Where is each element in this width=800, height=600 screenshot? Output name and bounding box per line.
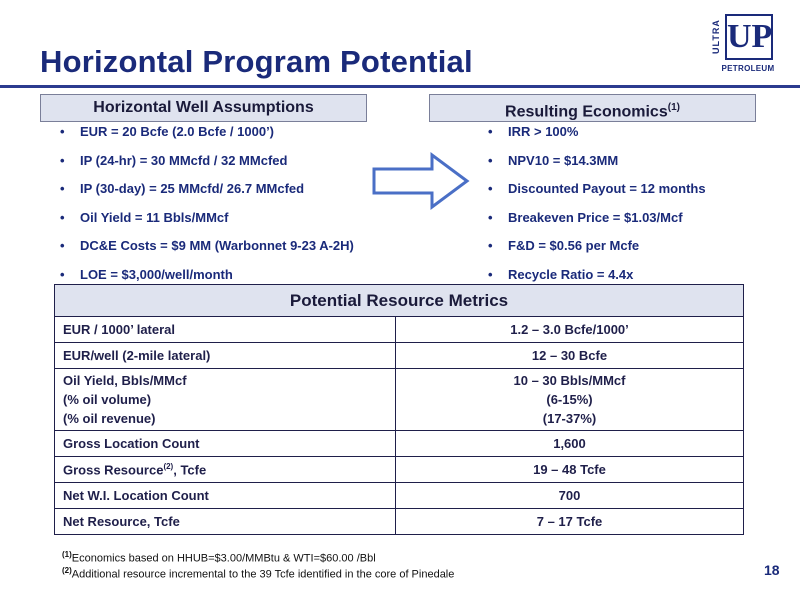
economics-header-note: (1) [667, 102, 680, 113]
list-item: Breakeven Price = $1.03/Mcf [482, 210, 706, 239]
footnote-text: Additional resource incremental to the 3… [71, 568, 455, 581]
footnote-text: Economics based on HHUB=$3.00/MMBtu & WT… [71, 552, 376, 565]
row-value: 19 – 48 Tcfe [395, 456, 744, 483]
economics-header-label: Resulting Economics [505, 103, 668, 121]
row-label: Net Resource, Tcfe [54, 508, 396, 535]
page-title: Horizontal Program Potential [40, 44, 473, 79]
row-value: 1,600 [395, 430, 744, 457]
resource-metrics-table: Potential Resource Metrics EUR / 1000’ l… [54, 284, 744, 535]
row-label-text: Gross Resource [63, 462, 164, 478]
assumptions-header: Horizontal Well Assumptions [40, 94, 367, 122]
row-label-suffix: , Tcfe [173, 462, 207, 478]
table-header: Potential Resource Metrics [54, 284, 744, 317]
table-row: Oil Yield, Bbls/MMcf (% oil volume) (% o… [54, 368, 744, 431]
list-item: IRR > 100% [482, 124, 706, 153]
row-value: 1.2 – 3.0 Bcfe/1000’ [395, 316, 744, 343]
page-number: 18 [764, 562, 780, 578]
list-item: F&D = $0.56 per Mcfe [482, 238, 706, 267]
row-label-note: (2) [163, 461, 174, 471]
list-item: Recycle Ratio = 4.4x [482, 267, 706, 296]
list-item: Discounted Payout = 12 months [482, 181, 706, 210]
table-row: Net Resource, Tcfe 7 – 17 Tcfe [54, 508, 744, 535]
row-label-line: (% oil volume) [63, 392, 152, 407]
list-item: NPV10 = $14.3MM [482, 153, 706, 182]
footnote-mark: (2) [62, 566, 72, 575]
table-row: Gross Location Count 1,600 [54, 430, 744, 457]
table-row: EUR/well (2-mile lateral) 12 – 30 Bcfe [54, 342, 744, 369]
right-arrow-icon [372, 152, 470, 210]
logo-mark: UP [725, 14, 773, 60]
logo-bottom-text: PETROLEUM [721, 64, 775, 73]
footnote-2: (2)Additional resource incremental to th… [62, 566, 454, 581]
logo-top-text: ULTRA [711, 19, 721, 55]
table-row: EUR / 1000’ lateral 1.2 – 3.0 Bcfe/1000’ [54, 316, 744, 343]
assumptions-list: EUR = 20 Bcfe (2.0 Bcfe / 1000’) IP (24-… [54, 124, 354, 296]
row-label: EUR / 1000’ lateral [54, 316, 396, 343]
economics-list: IRR > 100% NPV10 = $14.3MM Discounted Pa… [482, 124, 706, 296]
row-label: EUR/well (2-mile lateral) [54, 342, 396, 369]
list-item: LOE = $3,000/well/month [54, 267, 354, 296]
row-label-line: Oil Yield, Bbls/MMcf [63, 373, 187, 388]
company-logo: ULTRA UP PETROLEUM [708, 10, 776, 84]
footnote-1: (1)Economics based on HHUB=$3.00/MMBtu &… [62, 550, 376, 565]
row-label: Net W.I. Location Count [54, 482, 396, 509]
row-label: Oil Yield, Bbls/MMcf (% oil volume) (% o… [54, 368, 396, 431]
assumptions-header-label: Horizontal Well Assumptions [93, 99, 314, 116]
footnote-mark: (1) [62, 550, 72, 559]
row-value: 10 – 30 Bbls/MMcf (6-15%) (17-37%) [395, 368, 744, 431]
table-row: Gross Resource(2), Tcfe 19 – 48 Tcfe [54, 456, 744, 483]
row-label: Gross Location Count [54, 430, 396, 457]
row-value: 12 – 30 Bcfe [395, 342, 744, 369]
row-value: 700 [395, 482, 744, 509]
economics-header: Resulting Economics(1) [429, 94, 756, 122]
list-item: IP (24-hr) = 30 MMcfd / 32 MMcfed [54, 153, 354, 182]
row-value: 7 – 17 Tcfe [395, 508, 744, 535]
title-divider [0, 85, 800, 88]
list-item: IP (30-day) = 25 MMcfd/ 26.7 MMcfed [54, 181, 354, 210]
table-row: Net W.I. Location Count 700 [54, 482, 744, 509]
list-item: Oil Yield = 11 Bbls/MMcf [54, 210, 354, 239]
row-value-line: 10 – 30 Bbls/MMcf [513, 373, 626, 388]
row-value-line: (17-37%) [542, 411, 597, 426]
row-value-line: (6-15%) [546, 392, 593, 407]
row-label: Gross Resource(2), Tcfe [54, 456, 396, 483]
row-label-line: (% oil revenue) [63, 411, 156, 426]
list-item: EUR = 20 Bcfe (2.0 Bcfe / 1000’) [54, 124, 354, 153]
list-item: DC&E Costs = $9 MM (Warbonnet 9-23 A-2H) [54, 238, 354, 267]
